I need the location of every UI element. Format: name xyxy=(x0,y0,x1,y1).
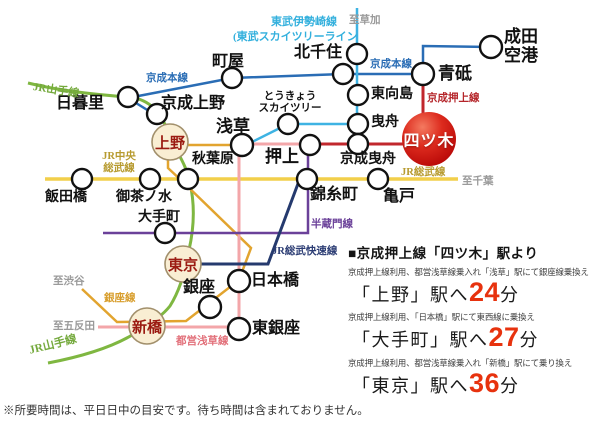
line-label-tobu-isesaki: 東武伊勢崎線 xyxy=(271,16,337,28)
station-label-iidabashi: 飯田橋 xyxy=(45,190,87,205)
line-label-to-gotanda: 至五反田 xyxy=(53,321,95,332)
station-label-shimbashi: 新橋 xyxy=(131,319,162,336)
route-otemachi: 京成押上線利用、「日本橋」駅にて東西線に乗換え 「大手町」駅へ 27 分 xyxy=(348,311,596,352)
station-label-keisei-ueno: 京成上野 xyxy=(161,95,226,112)
panel-heading: ■京成押上線「四ツ木」駅より xyxy=(348,246,539,261)
line-label-jr-chuo-sobu-label: JR中央 総武線 xyxy=(102,151,136,175)
station-iidabashi xyxy=(70,167,94,191)
station-label-kameido: 亀戸 xyxy=(383,188,416,205)
line-label-keisei-main-left: 京成本線 xyxy=(146,73,188,84)
route-ueno-minutes: 24 xyxy=(469,277,501,307)
route-otemachi-unit: 分 xyxy=(519,330,538,350)
station-nippori xyxy=(116,85,140,109)
station-label-asakusa: 浅草 xyxy=(216,117,250,136)
line-label-ginza-line-label: 銀座線 xyxy=(104,293,136,304)
station-otemachi xyxy=(153,221,177,245)
station-higashi-ginza xyxy=(226,316,252,342)
station-label-machiya: 町屋 xyxy=(212,53,245,70)
station-label-aoto: 青砥 xyxy=(438,64,472,83)
station-label-nippori: 日暮里 xyxy=(56,95,105,112)
route-tokyo-unit: 分 xyxy=(500,376,519,396)
station-hikifune xyxy=(346,112,370,136)
route-ueno: 京成押上線利用、都営浅草線乗入れ「浅草」駅にて銀座線乗換え 「上野」駅へ 24 … xyxy=(348,266,596,307)
station-unnamed-keisei xyxy=(331,62,355,86)
footer-note: ※所要時間は、平日日中の目安です。待ち時間は含まれておりません。 xyxy=(3,405,369,417)
route-ueno-unit: 分 xyxy=(500,285,519,305)
station-label-tokyo-skytree: とうきょう スカイツリー xyxy=(258,91,322,114)
station-ueno xyxy=(151,123,189,161)
station-label-higashi-mukojima: 東向島 xyxy=(371,87,413,102)
route-otemachi-minutes: 27 xyxy=(488,322,520,352)
station-machiya xyxy=(220,66,244,90)
station-label-oshiage: 押上 xyxy=(265,147,299,166)
line-label-keisei-main-right: 京成本線 xyxy=(370,59,412,70)
station-nihombashi xyxy=(226,268,252,294)
station-oshiage xyxy=(298,133,322,157)
station-tokyo xyxy=(164,245,202,283)
station-label-tokyo: 東京 xyxy=(167,257,198,274)
route-tokyo-time: 「東京」駅へ 36 分 xyxy=(352,368,596,398)
line-tobu-skytree xyxy=(241,8,359,149)
route-ueno-description: 京成押上線利用、都営浅草線乗入れ「浅草」駅にて銀座線乗換え xyxy=(348,267,589,277)
station-ochanomizu xyxy=(138,167,162,191)
station-label-yotsugi: 四ツ木 xyxy=(403,133,455,150)
station-tokyo-skytree xyxy=(276,112,300,136)
station-label-ginza: 銀座 xyxy=(183,279,216,296)
station-label-kinshicho: 錦糸町 xyxy=(310,186,359,203)
station-label-higashi-ginza: 東銀座 xyxy=(252,320,301,337)
route-ueno-time: 「上野」駅へ 24 分 xyxy=(352,277,596,307)
station-yotsugi xyxy=(402,112,456,166)
route-tokyo-destination: 「東京」駅へ xyxy=(352,376,469,396)
station-label-ochanomizu: 御茶ノ水 xyxy=(116,190,172,205)
station-label-nihombashi: 日本橋 xyxy=(251,272,300,289)
station-keisei-hikifune xyxy=(346,132,370,156)
station-label-ueno: 上野 xyxy=(154,135,185,152)
station-label-kita-senju: 北千住 xyxy=(294,44,343,61)
station-kameido xyxy=(366,167,390,191)
line-label-to-soka: 至草加 xyxy=(349,15,381,26)
station-asakusa xyxy=(229,132,255,158)
line-label-to-chiba: 至千葉 xyxy=(462,176,494,187)
route-otemachi-destination: 「大手町」駅へ xyxy=(352,330,489,350)
station-kita-senju xyxy=(345,42,369,66)
route-ueno-destination: 「上野」駅へ xyxy=(352,285,469,305)
route-otemachi-description: 京成押上線利用、「日本橋」駅にて東西線に乗換え xyxy=(348,312,535,322)
route-tokyo-description: 京成押上線利用、都営浅草線乗入れ「新橋」駅にて乗り換え xyxy=(348,358,573,368)
station-akihabara xyxy=(176,167,200,191)
route-tokyo: 京成押上線利用、都営浅草線乗入れ「新橋」駅にて乗り換え 「東京」駅へ 36 分 xyxy=(348,357,596,398)
station-label-hikifune: 曳舟 xyxy=(371,115,399,130)
line-label-toei-asakusa-label: 都営浅草線 xyxy=(176,336,229,347)
station-keisei-ueno xyxy=(145,102,169,126)
station-higashi-mukojima xyxy=(346,83,370,107)
station-label-narita-airport: 成田 空港 xyxy=(504,27,538,66)
line-label-jr-sobu-rapid-label: JR総武快速線 xyxy=(272,246,338,257)
station-kinshicho xyxy=(295,167,319,191)
station-aoto xyxy=(410,61,436,87)
line-label-keisei-oshiage-line: 京成押上線 xyxy=(427,93,480,104)
line-label-tobu-skytree-line: (東武スカイツリーライン xyxy=(233,31,358,43)
station-label-keisei-hikifune: 京成曳舟 xyxy=(340,152,396,167)
line-label-jr-sobu-label: JR総武線 xyxy=(401,167,446,178)
station-label-akihabara: 秋葉原 xyxy=(192,152,234,167)
station-ginza xyxy=(197,294,223,320)
line-toei-asakusa xyxy=(98,142,310,329)
line-label-hanzomon-label: 半蔵門線 xyxy=(311,219,353,230)
station-shimbashi xyxy=(128,307,166,345)
station-narita-airport xyxy=(478,34,504,60)
route-tokyo-minutes: 36 xyxy=(469,368,501,398)
line-label-to-shibuya: 至渋谷 xyxy=(53,276,85,287)
station-label-otemachi: 大手町 xyxy=(138,210,180,225)
route-otemachi-time: 「大手町」駅へ 27 分 xyxy=(352,322,596,352)
